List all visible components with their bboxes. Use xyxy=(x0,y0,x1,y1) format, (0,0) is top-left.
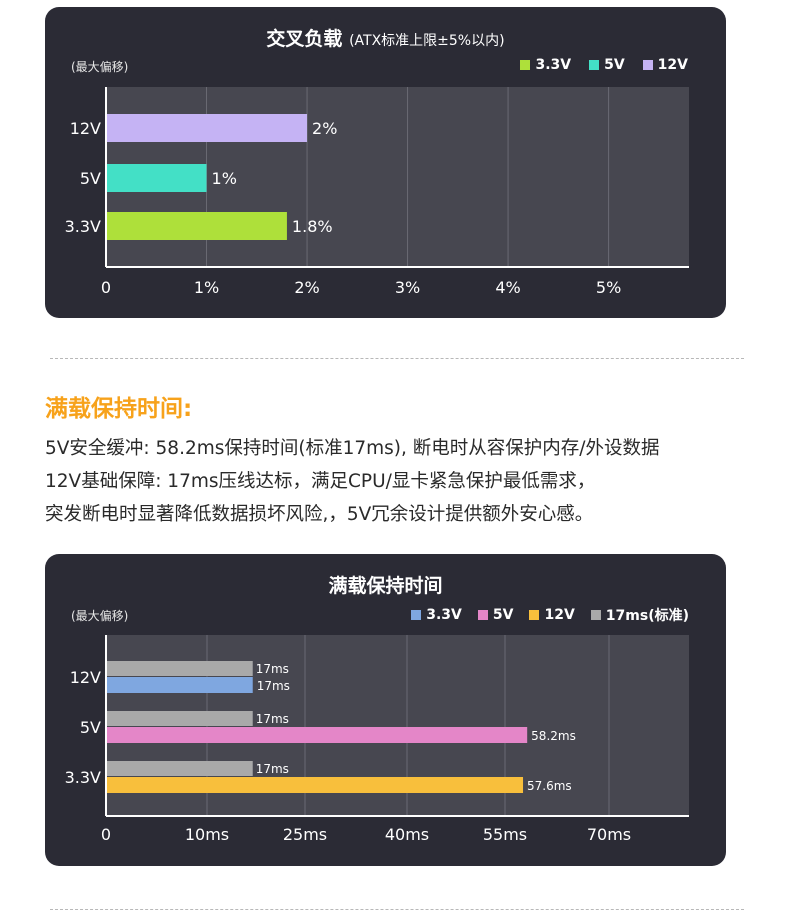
body-text-line-2: 12V基础保障: 17ms压线达标，满足CPU/显卡紧急保护最低需求， xyxy=(45,471,596,492)
body-text-line-1: 5V安全缓冲: 58.2ms保持时间(标准17ms), 断电时从容保护内存/外设… xyxy=(45,438,660,459)
bar-measured xyxy=(106,677,253,693)
bar-value-label: 58.2ms xyxy=(531,729,576,743)
legend-swatch-5v xyxy=(477,610,488,620)
bar-measured xyxy=(106,727,528,743)
bar xyxy=(106,212,287,240)
bar-value-label: 1.8% xyxy=(292,217,333,236)
x-tick-label: 5% xyxy=(596,278,621,297)
chart-card-hold-up-time: 满载保持时间 (最大偏移) 3.3V 5V 12V 17ms(标准) 0 10ms… xyxy=(45,554,726,866)
chart-title-main: 满载保持时间 xyxy=(328,575,443,597)
legend-item-5v: 5V xyxy=(477,607,514,623)
bar-standard xyxy=(106,661,253,676)
legend-label-5v: 5V xyxy=(492,607,514,623)
divider xyxy=(50,358,744,359)
chart-title-main: 交叉负载 xyxy=(266,28,343,50)
legend-item-12v: 12V xyxy=(642,57,688,73)
legend-item-5v: 5V xyxy=(589,57,625,73)
bar xyxy=(106,164,207,192)
x-tick-label: 2% xyxy=(294,278,319,297)
legend-label-5v: 5V xyxy=(604,57,625,73)
chart-title: 满载保持时间 xyxy=(45,571,726,598)
chart-legend: 3.3V 5V 12V 17ms(标准) xyxy=(411,605,689,625)
x-tick-label: 70ms xyxy=(587,825,631,844)
x-tick-label: 1% xyxy=(194,278,219,297)
y-category-label: 5V xyxy=(80,718,101,737)
legend-swatch-3v3 xyxy=(520,60,531,70)
legend-item-3v3: 3.3V xyxy=(411,607,462,623)
x-tick-label: 0 xyxy=(101,825,111,844)
legend-swatch-standard xyxy=(590,610,601,620)
chart-title: 交叉负载 (ATX标准上限±5%以内) xyxy=(45,24,726,51)
bar-value-label: 57.6ms xyxy=(527,779,572,793)
bar-value-label: 17ms xyxy=(256,762,289,776)
section-title: 满载保持时间: xyxy=(45,396,193,422)
bar-value-label: 17ms xyxy=(256,662,289,676)
bar-standard xyxy=(106,761,253,776)
bar-value-label: 17ms xyxy=(257,679,290,693)
chart-note: (最大偏移) xyxy=(71,609,129,623)
body-text-line-3: 突发断电时显著降低数据损坏风险,，5V冗余设计提供额外安心感。 xyxy=(45,504,594,525)
x-tick-label: 4% xyxy=(495,278,520,297)
chart-card-cross-load: 交叉负载 (ATX标准上限±5%以内) (最大偏移) 3.3V 5V 12V 0… xyxy=(45,7,726,318)
legend-item-12v: 12V xyxy=(529,607,575,623)
bar xyxy=(106,114,308,142)
bar-measured xyxy=(106,777,524,793)
x-tick-label: 25ms xyxy=(283,825,327,844)
x-tick-label: 40ms xyxy=(385,825,429,844)
legend-swatch-12v xyxy=(529,610,540,620)
legend-label-12v: 12V xyxy=(657,57,688,73)
bar-value-label: 1% xyxy=(212,169,237,188)
bar-standard xyxy=(106,711,253,726)
y-category-label: 12V xyxy=(70,668,101,687)
y-category-label: 12V xyxy=(70,119,101,138)
legend-item-3v3: 3.3V xyxy=(520,57,571,73)
bar-value-label: 17ms xyxy=(256,712,289,726)
x-tick-label: 10ms xyxy=(185,825,229,844)
chart-note: (最大偏移) xyxy=(71,60,129,74)
chart-title-sub: (ATX标准上限±5%以内) xyxy=(349,33,505,49)
bar-value-label: 2% xyxy=(312,119,337,138)
legend-swatch-5v xyxy=(589,60,600,70)
chart-legend: 3.3V 5V 12V xyxy=(520,57,688,73)
legend-swatch-12v xyxy=(642,60,653,70)
legend-item-standard: 17ms(标准) xyxy=(590,605,689,625)
y-category-label: 3.3V xyxy=(65,768,101,787)
x-tick-label: 0 xyxy=(101,278,111,297)
legend-swatch-3v3 xyxy=(411,610,422,620)
legend-label-12v: 12V xyxy=(544,607,575,623)
cross-load-bar-chart: 0 1% 2% 3% 4% 5% 12V 2% 5V 1% 3.3V 1.8% xyxy=(65,87,689,297)
hold-up-time-bar-chart: 0 10ms 25ms 40ms 55ms 70ms 12V 17ms 17ms 5V 17ms 58… xyxy=(65,635,689,844)
x-tick-label: 55ms xyxy=(483,825,527,844)
divider xyxy=(50,909,744,910)
legend-label-standard: 17ms(标准) xyxy=(605,608,689,624)
legend-label-3v3: 3.3V xyxy=(535,57,572,73)
y-category-label: 3.3V xyxy=(65,217,101,236)
x-tick-label: 3% xyxy=(395,278,420,297)
y-category-label: 5V xyxy=(80,169,101,188)
legend-label-3v3: 3.3V xyxy=(426,607,462,623)
